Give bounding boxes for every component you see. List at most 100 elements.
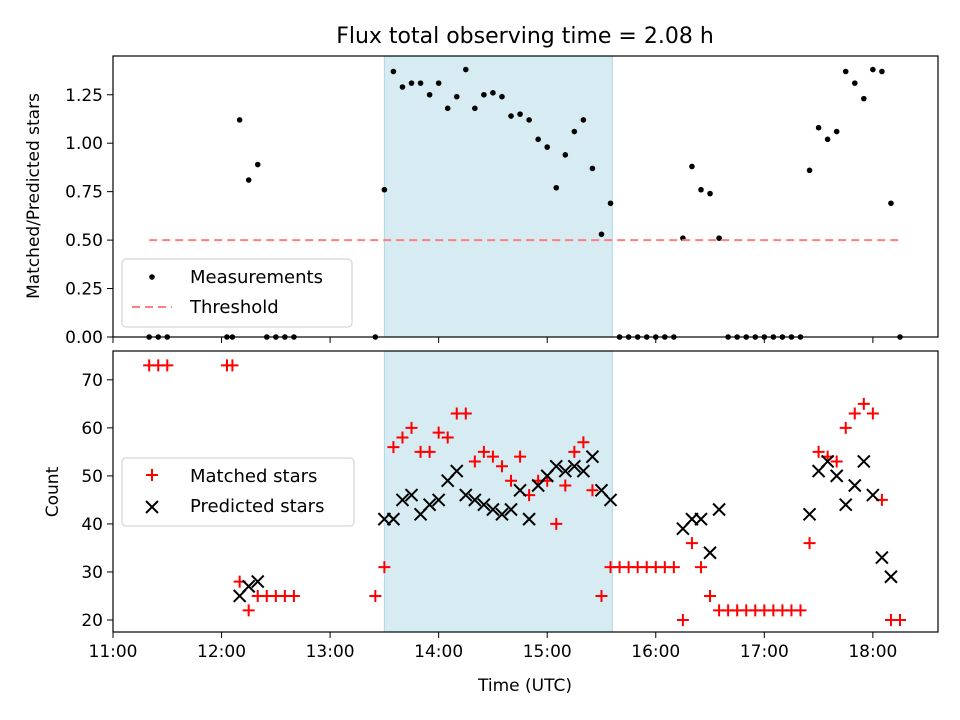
matched-star-point xyxy=(586,484,599,497)
matched-star-point xyxy=(287,589,300,602)
matched-star-point xyxy=(396,431,409,444)
measurement-point xyxy=(815,124,822,131)
predicted-star-point xyxy=(513,483,527,498)
legend-predicted-marker xyxy=(145,500,159,514)
matched-star-point xyxy=(423,445,436,458)
matched-star-point xyxy=(495,460,508,473)
x-tick-label: 11:00 xyxy=(89,642,138,662)
measurement-point xyxy=(833,128,840,135)
matched-star-point xyxy=(550,517,563,530)
x-axis-label: Time (UTC) xyxy=(477,676,572,696)
matched-star-point xyxy=(468,455,481,468)
measurement-point xyxy=(589,165,596,172)
measurement-point xyxy=(842,68,849,75)
top-legend: Measurements Threshold xyxy=(121,258,353,328)
measurement-point xyxy=(390,68,397,75)
predicted-star-point xyxy=(857,454,871,469)
top-legend-box xyxy=(121,258,353,328)
measurement-point xyxy=(526,117,532,123)
measurement-point xyxy=(562,152,569,158)
measurement-point xyxy=(426,91,433,98)
measurement-point xyxy=(607,200,614,207)
predicted-star-point xyxy=(558,464,573,478)
legend-threshold-label: Threshold xyxy=(189,297,279,318)
measurement-point xyxy=(236,117,243,123)
legend-measurements-label: Measurements xyxy=(190,267,323,288)
measurement-point xyxy=(381,186,388,193)
bottom-shaded-interval xyxy=(383,350,613,633)
bottom-y-axis-label: Count xyxy=(43,466,63,517)
matched-star-point xyxy=(505,474,518,487)
measurement-point xyxy=(517,111,523,117)
x-tick-label: 16:00 xyxy=(631,642,680,662)
predicted-star-point xyxy=(522,512,536,526)
bottom-y-tick-label: 40 xyxy=(81,515,103,535)
matched-star-point xyxy=(685,537,698,550)
predicted-star-point xyxy=(839,498,853,512)
matched-star-point xyxy=(387,441,400,454)
matched-star-point xyxy=(161,359,174,372)
predicted-star-point xyxy=(848,478,862,493)
matched-star-point xyxy=(568,445,581,458)
predicted-star-point xyxy=(431,493,446,507)
matched-star-point xyxy=(486,450,499,463)
measurement-point xyxy=(254,161,261,168)
top-panel: 0.00 0.25 0.50 0.75 1.00 1.25 Matched/Predict… xyxy=(24,55,939,348)
legend-matched-label: Matched stars xyxy=(190,466,317,487)
x-tick-label: 17:00 xyxy=(740,642,789,662)
measurement-point xyxy=(245,177,252,183)
measurement-point xyxy=(598,231,605,238)
matched-star-point xyxy=(803,537,816,550)
top-plot-frame xyxy=(112,55,939,338)
measurement-point xyxy=(879,68,885,75)
matched-star-point xyxy=(405,421,418,434)
legend-predicted-label: Predicted stars xyxy=(190,496,324,517)
matched-star-point xyxy=(577,436,590,449)
matched-star-point xyxy=(369,589,382,602)
measurement-point xyxy=(408,80,415,86)
matched-star-point xyxy=(242,604,255,617)
measurement-point xyxy=(698,186,704,193)
top-axis-ticks: 0.00 0.25 0.50 0.75 1.00 1.25 xyxy=(65,86,874,348)
bottom-axis-ticks: 11:00 12:00 13:00 14:00 15:00 16:00 17:00 18:00… xyxy=(81,371,897,662)
matched-star-point xyxy=(676,613,689,626)
matched-star-point xyxy=(559,479,572,492)
predicted-star-point xyxy=(567,459,582,473)
predicted-star-point xyxy=(251,574,265,589)
measurement-point xyxy=(535,136,541,143)
measurement-point xyxy=(689,163,695,170)
measurement-point xyxy=(888,200,894,207)
matched-star-point xyxy=(857,397,870,410)
x-tick-label: 13:00 xyxy=(306,642,355,662)
predicted-star-point xyxy=(820,454,835,469)
measurement-point xyxy=(806,167,813,174)
bottom-y-tick-label: 50 xyxy=(81,467,103,487)
x-tick-label: 15:00 xyxy=(523,642,572,662)
measurement-point xyxy=(580,117,587,123)
legend-matched-marker xyxy=(146,469,158,481)
matched-star-point xyxy=(477,445,490,458)
predicted-star-point xyxy=(395,493,410,507)
measurement-point xyxy=(508,113,514,119)
measurement-point xyxy=(851,80,858,86)
predicted-star-point xyxy=(486,502,500,517)
measurement-point xyxy=(399,84,406,90)
chart-title: Flux total observing time = 2.08 h xyxy=(336,24,714,49)
measurement-point xyxy=(444,105,451,112)
predicted-star-point xyxy=(694,512,708,526)
measurement-point xyxy=(716,235,722,241)
matched-star-point xyxy=(667,561,680,574)
matched-star-point xyxy=(894,613,907,626)
matched-star-point xyxy=(830,455,843,468)
matched-star-point xyxy=(866,407,879,420)
x-tick-label: 12:00 xyxy=(197,642,246,662)
measurement-point xyxy=(462,66,469,73)
matched-star-point xyxy=(839,421,852,434)
bottom-legend-box xyxy=(121,457,355,527)
matched-star-point xyxy=(226,359,239,372)
predicted-star-point xyxy=(712,502,726,517)
top-y-axis-label: Matched/Predicted stars xyxy=(24,93,44,299)
predicted-star-point xyxy=(866,488,880,502)
predicted-star-point xyxy=(459,488,473,502)
matched-star-point xyxy=(378,561,391,574)
